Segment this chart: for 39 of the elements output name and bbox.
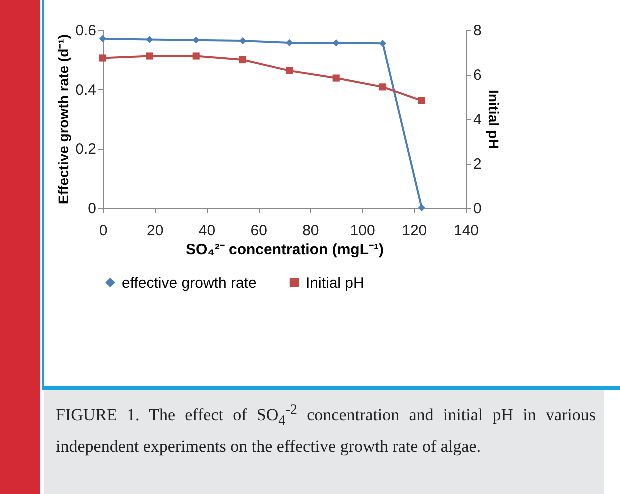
caption: FIGURE 1. The effect of SO$_{4}$$^{-2}$ concentration and initial pH in various independent experiments on the effective growth rate of algae. xyxy=(44,390,604,494)
point xyxy=(379,40,387,48)
y2-tick-label: 8 xyxy=(474,22,482,40)
x-tick-label: 100 xyxy=(350,222,376,240)
x-tick-label: 20 xyxy=(147,222,164,240)
point xyxy=(332,40,340,47)
y-tick-label: 0 xyxy=(88,200,96,218)
x-tick-label: 0 xyxy=(99,222,108,240)
point xyxy=(146,52,154,60)
y2-tick-label: 6 xyxy=(474,67,482,84)
x-tick-label: 60 xyxy=(250,222,268,240)
y-axis-title: Effective growth rate (d⁻¹) xyxy=(56,34,72,204)
point xyxy=(418,204,426,212)
point xyxy=(286,67,294,74)
point xyxy=(99,35,107,42)
y2-tick-label: 2 xyxy=(474,156,482,173)
x-tick-label: 120 xyxy=(402,222,428,240)
point xyxy=(379,84,387,91)
x-tick-label: 140 xyxy=(454,222,480,240)
point xyxy=(192,52,200,60)
point xyxy=(239,56,247,64)
point xyxy=(239,37,247,45)
y2-tick-label: 4 xyxy=(474,112,482,128)
point xyxy=(99,54,107,62)
y-tick-label: 0.6 xyxy=(76,22,96,40)
y2-tick-label: 0 xyxy=(474,200,482,218)
y-tick-label: 0.4 xyxy=(76,82,96,99)
legend-label: Initial pH xyxy=(306,274,364,292)
x-tick-label: 80 xyxy=(302,222,320,240)
point xyxy=(286,40,294,47)
y2-axis-title: Initial pH xyxy=(486,90,502,150)
legend-label: effective growth rate xyxy=(122,274,257,292)
point xyxy=(146,36,154,44)
point xyxy=(332,74,340,82)
y-tick-label: 0.2 xyxy=(76,141,96,158)
point xyxy=(418,97,426,105)
x-axis-title: SO₄²⁻ concentration (mgL⁻¹) xyxy=(186,242,384,258)
x-tick-label: 40 xyxy=(198,222,216,240)
point xyxy=(192,36,200,44)
